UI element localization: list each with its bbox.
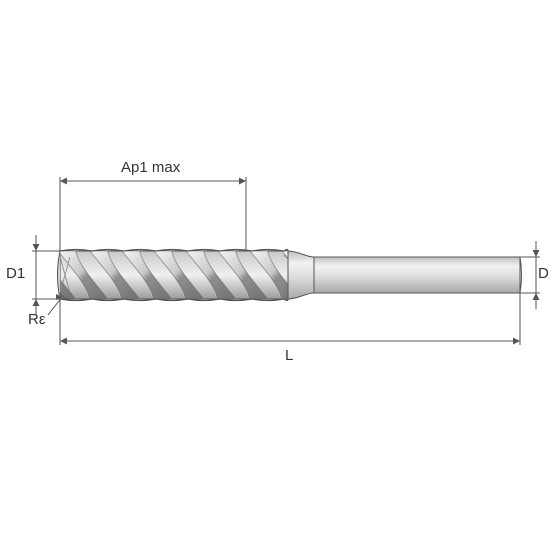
tool-body bbox=[0, 250, 522, 301]
label-ap1-max: Ap1 max bbox=[121, 159, 180, 176]
label-shank-diameter: D bbox=[538, 265, 549, 282]
diagram-canvas: Ap1 max L D1 D Rε bbox=[0, 0, 550, 550]
label-cutting-diameter: D1 bbox=[6, 265, 25, 282]
label-overall-length: L bbox=[285, 347, 293, 364]
drawing-svg bbox=[0, 0, 550, 550]
label-corner-radius: Rε bbox=[28, 311, 46, 328]
